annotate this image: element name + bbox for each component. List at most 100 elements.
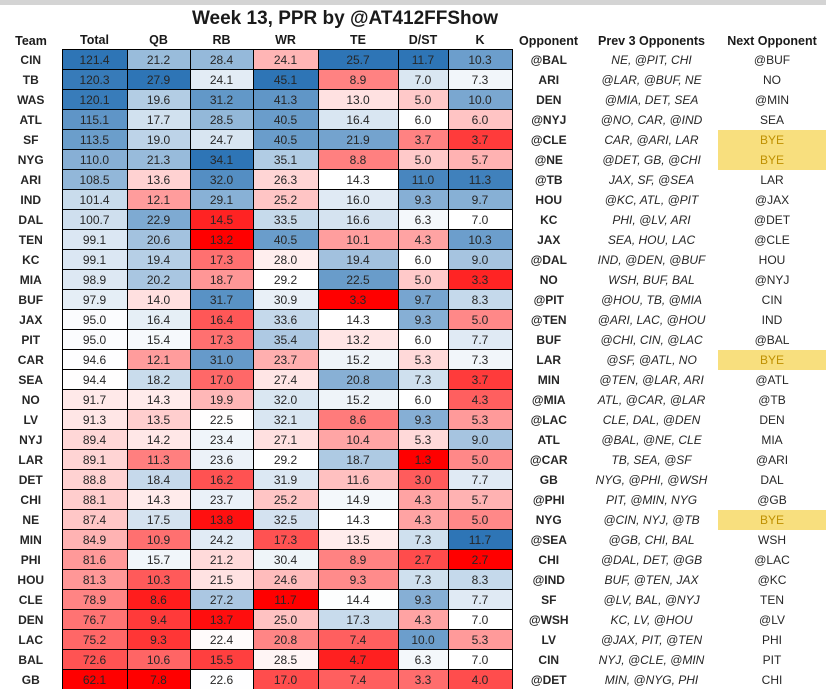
opponent-cell: @SEA (530, 532, 567, 547)
qb-cell: 22.9 (126, 209, 191, 230)
wr-cell: 33.6 (252, 309, 319, 330)
rb-cell: 31.7 (189, 289, 254, 310)
wr-cell: 24.1 (252, 49, 319, 70)
team-cell: SF (23, 132, 39, 147)
k-cell: 7.0 (447, 209, 513, 230)
table-row-ari: ARI 108.5 13.6 32.0 26.3 14.3 11.0 11.3 @TB JAX, … (0, 169, 826, 190)
qb-cell: 9.3 (126, 629, 191, 650)
wr-cell: 28.0 (252, 249, 319, 270)
team-cell: NO (21, 392, 40, 407)
qb-cell: 19.0 (126, 129, 191, 150)
qb-cell: 14.2 (126, 429, 191, 450)
next-opponent-cell: @JAX (754, 192, 790, 207)
team-cell: DEN (18, 612, 44, 627)
wr-cell: 30.9 (252, 289, 319, 310)
prev-3-opponents-cell: @SF, @ATL, NO (606, 352, 697, 367)
wr-cell: 26.3 (252, 169, 319, 190)
qb-cell: 27.9 (126, 69, 191, 90)
table-row-car: CAR 94.6 12.1 31.0 23.7 15.2 5.3 7.3 LAR @SF, @AT… (0, 349, 826, 370)
rb-cell: 19.9 (189, 389, 254, 410)
table-row-phi: PHI 81.6 15.7 21.2 30.4 8.9 2.7 2.7 CHI @DAL, DET… (0, 549, 826, 570)
prev-3-opponents-cell: @LAR, @BUF, NE (601, 72, 702, 87)
opponent-cell: SF (541, 592, 557, 607)
opponent-cell: @BAL (530, 52, 567, 67)
te-cell: 22.5 (317, 269, 399, 290)
team-cell: LV (23, 412, 38, 427)
total-cell: 99.1 (61, 249, 128, 270)
total-cell: 108.5 (61, 169, 128, 190)
prev-3-opponents-cell: WSH, BUF, BAL (608, 272, 695, 287)
table-row-nyj: NYJ 89.4 14.2 23.4 27.1 10.4 5.3 9.0 ATL @BAL, @N… (0, 429, 826, 450)
total-cell: 121.4 (61, 49, 128, 70)
team-cell: MIN (19, 532, 42, 547)
next-opponent-cell: @TB (758, 392, 786, 407)
opponent-cell: @TEN (530, 312, 567, 327)
total-cell: 113.5 (61, 129, 128, 150)
total-cell: 91.7 (61, 389, 128, 410)
k-cell: 5.7 (447, 489, 513, 510)
qb-cell: 10.3 (126, 569, 191, 590)
table-row-buf: BUF 97.9 14.0 31.7 30.9 3.3 9.7 8.3 @PIT @HOU, TB… (0, 289, 826, 310)
te-cell: 8.9 (317, 69, 399, 90)
total-cell: 62.1 (61, 669, 128, 689)
te-cell: 25.7 (317, 49, 399, 70)
wr-cell: 32.0 (252, 389, 319, 410)
team-cell: CAR (17, 352, 44, 367)
te-cell: 16.6 (317, 209, 399, 230)
opponent-cell: NYG (535, 512, 562, 527)
table-row-hou: HOU 81.3 10.3 21.5 24.6 9.3 7.3 8.3 @IND BUF, @TE… (0, 569, 826, 590)
wr-cell: 20.8 (252, 629, 319, 650)
qb-cell: 21.3 (126, 149, 191, 170)
table-row-cin: CIN 121.4 21.2 28.4 24.1 25.7 11.7 10.3 @BAL NE, … (0, 49, 826, 70)
total-cell: 81.6 (61, 549, 128, 570)
te-cell: 19.4 (317, 249, 399, 270)
qb-cell: 15.4 (126, 329, 191, 350)
next-opponent-cell: WSH (758, 532, 786, 547)
team-cell: TB (22, 72, 39, 87)
rb-cell: 23.7 (189, 489, 254, 510)
table-row-sf: SF 113.5 19.0 24.7 40.5 21.9 3.7 3.7 @CLE CAR, @A… (0, 129, 826, 150)
table-row-lar: LAR 89.1 11.3 23.6 29.2 18.7 1.3 5.0 @CAR TB, SEA… (0, 449, 826, 470)
header-row: Team Total QB RB WR TE D/ST K Opponent Prev 3 Opp… (0, 31, 826, 50)
rb-cell: 21.5 (189, 569, 254, 590)
wr-cell: 27.4 (252, 369, 319, 390)
k-cell: 9.0 (447, 429, 513, 450)
te-cell: 14.4 (317, 589, 399, 610)
col-header-qb: QB (149, 33, 168, 47)
k-cell: 10.3 (447, 229, 513, 250)
opponent-cell: @NYJ (531, 112, 567, 127)
team-cell: IND (20, 192, 42, 207)
opponent-cell: LV (541, 632, 556, 647)
next-opponent-cell: @ARI (755, 452, 789, 467)
k-cell: 5.0 (447, 449, 513, 470)
rb-cell: 29.1 (189, 189, 254, 210)
prev-3-opponents-cell: @HOU, TB, @MIA (600, 292, 703, 307)
total-cell: 72.6 (61, 649, 128, 670)
dst-cell: 6.0 (397, 109, 449, 130)
te-cell: 9.3 (317, 569, 399, 590)
total-cell: 120.3 (61, 69, 128, 90)
prev-3-opponents-cell: CAR, @ARI, LAR (604, 132, 699, 147)
dst-cell: 5.0 (397, 269, 449, 290)
dst-cell: 9.3 (397, 189, 449, 210)
table-row-den: DEN 76.7 9.4 13.7 25.0 17.3 4.3 7.0 @WSH KC, LV, … (0, 609, 826, 630)
qb-cell: 18.4 (126, 469, 191, 490)
prev-3-opponents-cell: NYG, @PHI, @WSH (595, 472, 708, 487)
next-opponent-cell: DAL (760, 472, 784, 487)
wr-cell: 35.1 (252, 149, 319, 170)
te-cell: 3.3 (317, 289, 399, 310)
prev-3-opponents-cell: BUF, @TEN, JAX (604, 572, 699, 587)
total-cell: 94.4 (61, 369, 128, 390)
opponent-cell: BUF (536, 332, 562, 347)
next-opponent-cell: CHI (761, 672, 783, 687)
prev-3-opponents-cell: MIN, @NYG, PHI (604, 672, 699, 687)
table-row-cle: CLE 78.9 8.6 27.2 11.7 14.4 9.3 7.7 SF @LV, BAL, … (0, 589, 826, 610)
opponent-cell: @DET (530, 672, 567, 687)
next-opponent-cell: HOU (758, 252, 786, 267)
next-opponent-cell: @BUF (753, 52, 791, 67)
dst-cell: 6.3 (397, 649, 449, 670)
qb-cell: 10.9 (126, 529, 191, 550)
k-cell: 7.3 (447, 69, 513, 90)
k-cell: 5.3 (447, 409, 513, 430)
team-cell: CLE (18, 592, 43, 607)
